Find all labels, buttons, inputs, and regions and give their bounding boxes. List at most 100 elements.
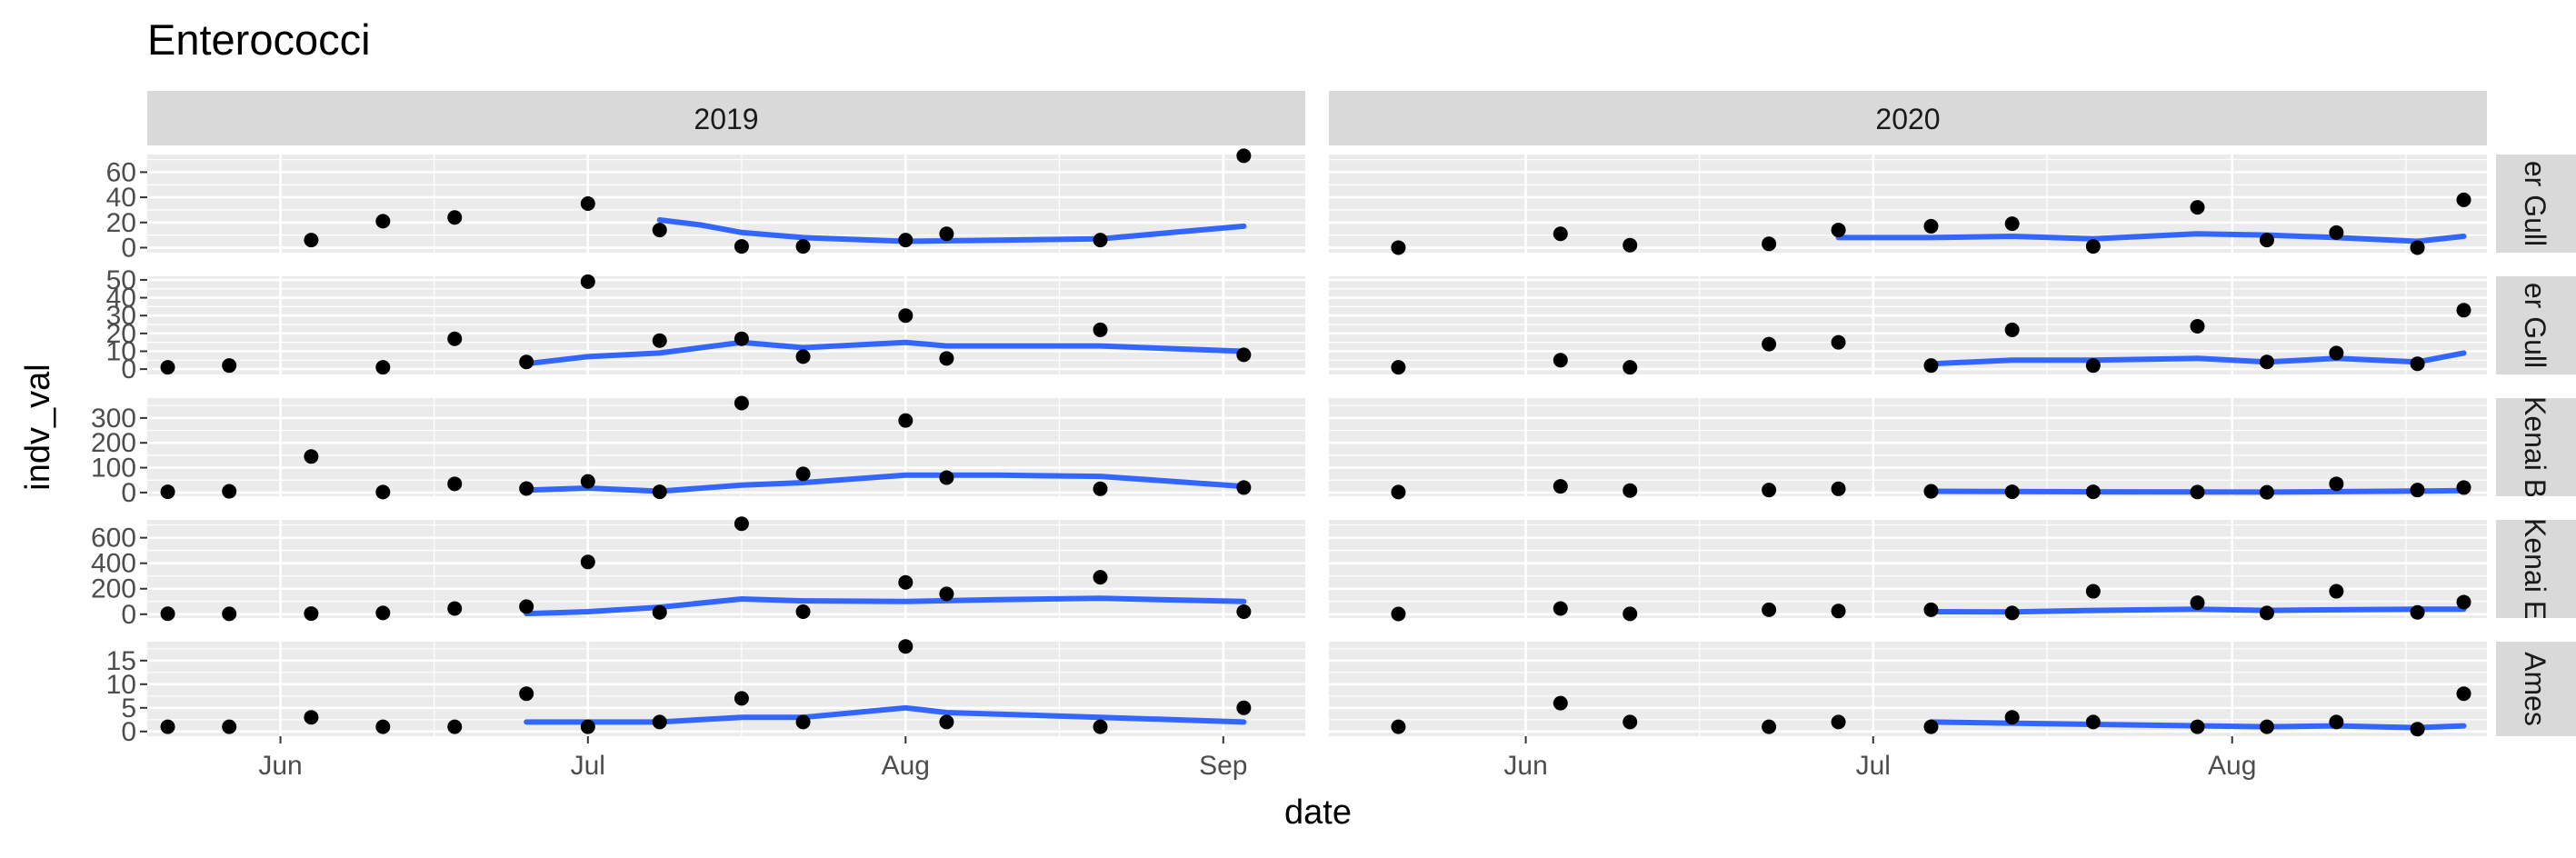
y-tick-label: 60 [106,157,136,187]
data-point [2259,719,2274,734]
data-point [447,210,463,225]
data-point [1622,237,1638,253]
data-point [2410,483,2425,498]
data-point [734,691,749,706]
data-point [2004,322,2020,337]
chart-title: Enterococci [147,15,371,64]
data-point [1923,484,1939,499]
smooth-line [1928,719,2467,731]
data-point [580,474,595,489]
data-point [1236,347,1252,363]
data-point [2329,714,2344,730]
data-point [1622,360,1638,375]
data-point [2410,356,2425,372]
data-point [2329,345,2344,361]
y-tick-label: 40 [106,284,136,314]
data-point [2259,484,2274,500]
column-strip [1329,91,2487,145]
data-point [2004,605,2020,621]
data-point [447,331,463,346]
data-point [1391,240,1406,255]
data-point [1553,226,1568,242]
row-strip-label-group: Kenai B [2519,396,2551,498]
data-point [1923,602,1939,617]
data-point [898,639,914,654]
data-point [2085,484,2101,500]
data-point [519,354,534,370]
y-tick-label: 30 [106,301,136,331]
data-point [447,476,463,492]
data-point [1553,601,1568,616]
data-point [580,196,595,211]
smooth-line [524,704,1247,725]
data-point [1923,218,1939,234]
data-point [1762,602,1777,617]
data-point [580,719,595,734]
panel-background [147,520,1305,618]
data-point [1923,358,1939,374]
data-point [2410,604,2425,620]
data-point [2329,224,2344,240]
x-tick-label: Aug [2208,751,2256,781]
data-point [898,308,914,324]
row-strip-label-group: Ames [2519,652,2551,726]
data-point [1831,714,1846,730]
data-point [1236,700,1252,715]
data-point [1553,695,1568,711]
data-point [795,466,811,482]
data-point [939,586,954,602]
row-strip [2496,642,2576,736]
y-tick-label: 15 [106,646,136,676]
data-point [1391,606,1406,622]
data-point [2259,605,2274,621]
y-tick-label: 20 [106,319,136,349]
data-point [795,349,811,364]
y-tick-label: 10 [106,336,136,366]
data-point [1093,719,1108,734]
data-point [2004,216,2020,232]
x-tick-label: Aug [882,751,930,781]
data-point [1093,481,1108,496]
data-point [734,239,749,254]
data-point [1831,604,1846,619]
y-tick-label: 0 [121,600,136,630]
data-point [580,274,595,289]
data-point [1391,484,1406,500]
panel-background [1329,642,2487,736]
data-point [1236,148,1252,164]
column-strip [147,91,1305,145]
data-point [939,351,954,366]
row-strip [2496,155,2576,253]
data-point [2190,595,2205,611]
data-point [652,223,667,238]
data-point [304,606,319,622]
data-point [304,449,319,464]
x-tick-label: Jun [1503,751,1547,781]
row-strip-label: er Gull [2519,283,2551,368]
data-point [2190,200,2205,215]
data-point [1622,606,1638,622]
data-point [375,719,391,734]
data-point [2456,192,2471,207]
data-point [304,710,319,725]
data-point [2410,240,2425,255]
data-point [898,574,914,590]
data-point [1762,719,1777,734]
y-tick-label: 5 [121,693,136,723]
data-point [1236,604,1252,619]
data-point [2456,686,2471,702]
y-tick-label: 0 [121,478,136,508]
smooth-line [1928,606,2467,615]
data-point [795,714,811,730]
row-strip [2496,520,2576,618]
data-point [160,719,175,734]
panel-background [1329,520,2487,618]
data-point [2259,354,2274,370]
data-point [939,226,954,242]
data-point [222,606,237,622]
data-point [2410,722,2425,737]
row-strip-label: Kenai B [2519,396,2551,498]
row-strip-label: er Gull [2519,161,2551,246]
y-tick-label: 400 [91,549,136,579]
